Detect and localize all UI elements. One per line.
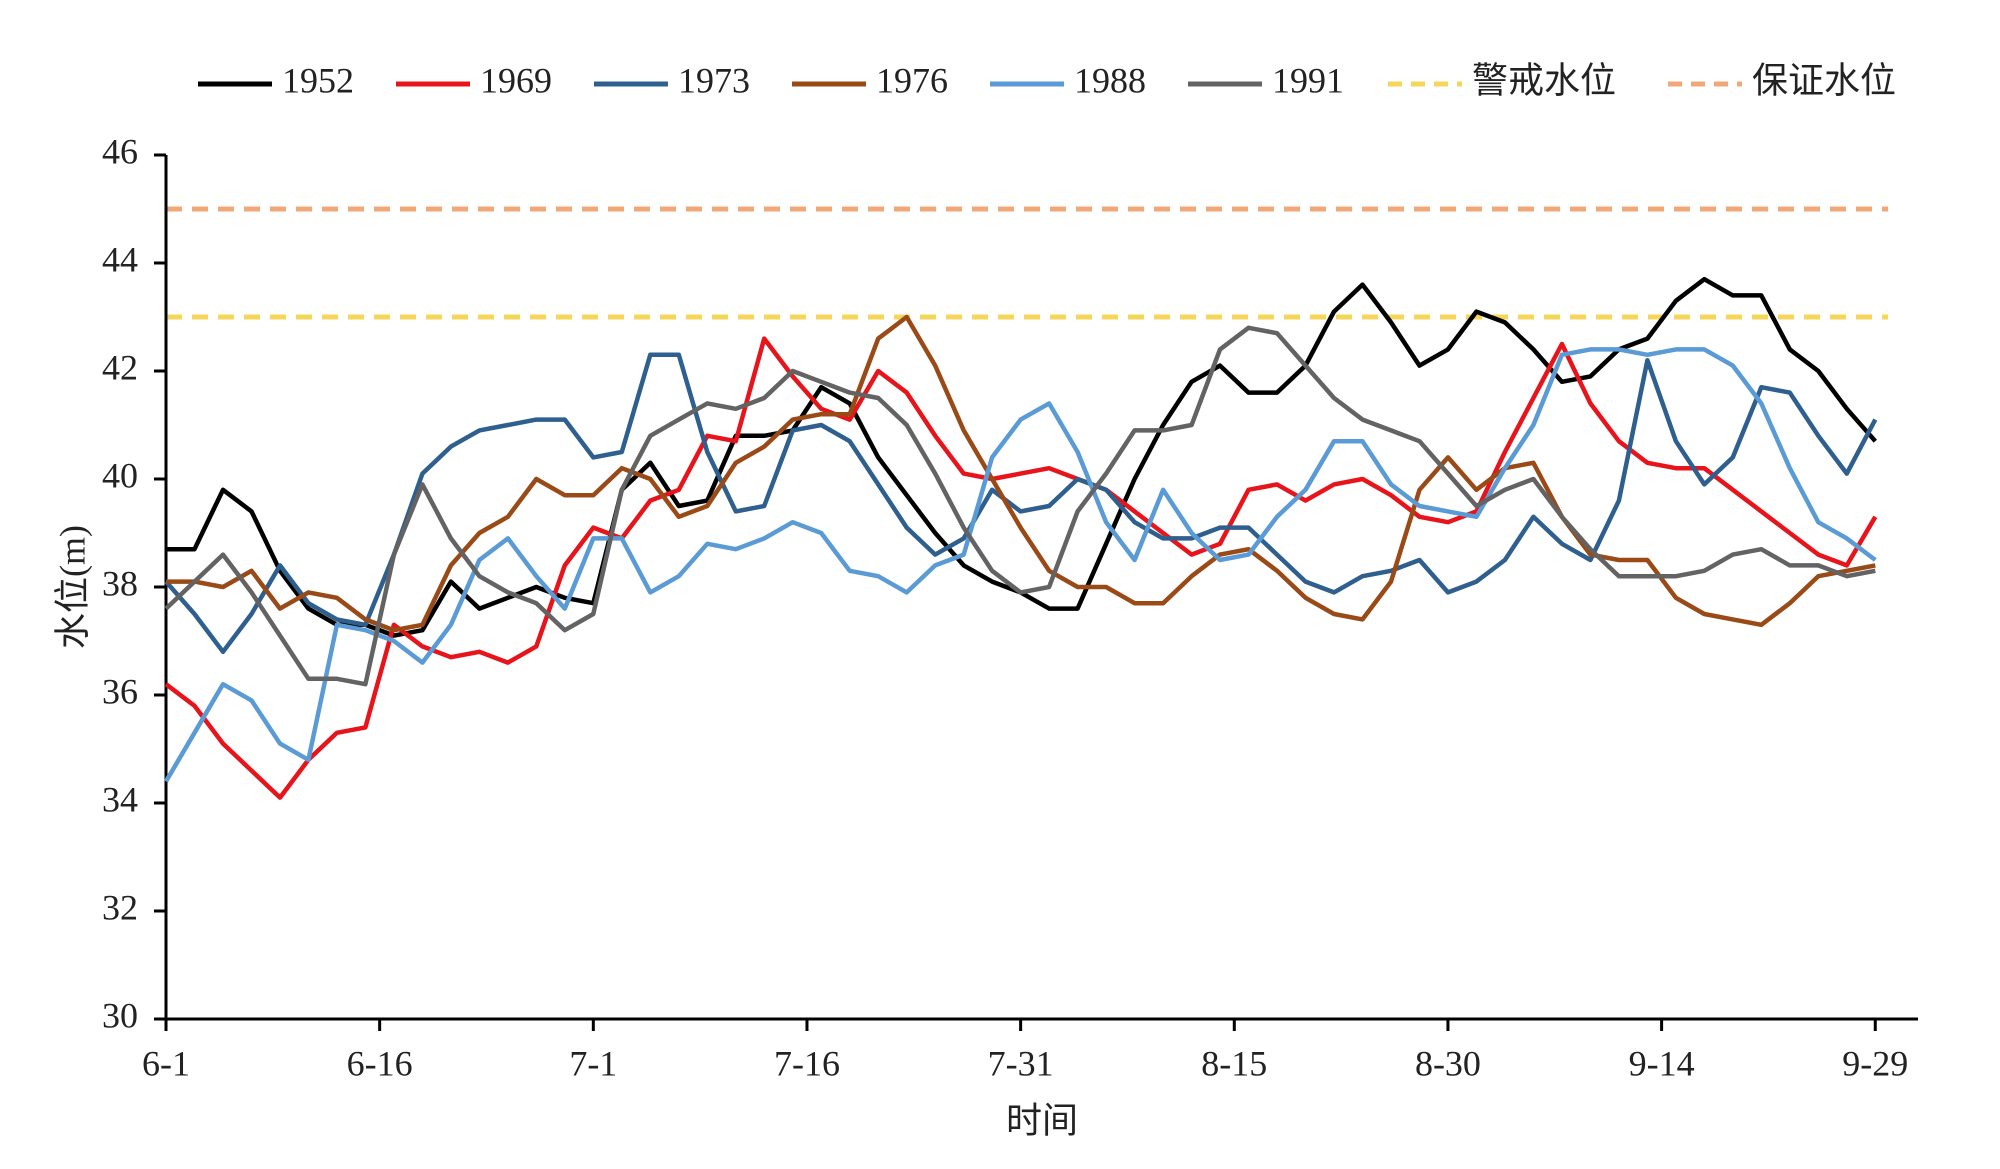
legend-label: 1952 bbox=[282, 60, 354, 100]
y-tick-label: 40 bbox=[102, 455, 138, 495]
y-tick-label: 44 bbox=[102, 239, 138, 279]
series-line bbox=[166, 276, 1877, 638]
x-tick-label: 7-1 bbox=[569, 1043, 617, 1083]
series-line bbox=[166, 314, 1876, 633]
series-line bbox=[164, 347, 1877, 783]
series-line bbox=[164, 352, 1878, 655]
legend-label: 警戒水位 bbox=[1472, 60, 1616, 100]
x-tick-label: 8-15 bbox=[1201, 1043, 1267, 1083]
legend-label: 1991 bbox=[1272, 60, 1344, 100]
x-tick-label: 9-29 bbox=[1842, 1043, 1908, 1083]
legend-label: 1976 bbox=[876, 60, 948, 100]
legend-label: 1969 bbox=[480, 60, 552, 100]
x-tick-label: 8-30 bbox=[1415, 1043, 1481, 1083]
y-tick-label: 36 bbox=[102, 671, 138, 711]
x-tick-label: 7-31 bbox=[988, 1043, 1054, 1083]
series-line bbox=[164, 325, 1876, 687]
legend-label: 1973 bbox=[678, 60, 750, 100]
x-tick-label: 6-1 bbox=[142, 1043, 190, 1083]
y-tick-label: 38 bbox=[102, 563, 138, 603]
y-axis-label: 水位(m) bbox=[52, 525, 92, 649]
y-tick-label: 34 bbox=[102, 779, 138, 819]
legend-label: 1988 bbox=[1074, 60, 1146, 100]
x-tick-label: 6-16 bbox=[347, 1043, 413, 1083]
x-axis-label: 时间 bbox=[1006, 1100, 1078, 1140]
y-tick-label: 32 bbox=[102, 887, 138, 927]
x-tick-label: 7-16 bbox=[774, 1043, 840, 1083]
y-tick-label: 46 bbox=[102, 131, 138, 171]
series-line bbox=[164, 336, 1878, 800]
x-tick-label: 9-14 bbox=[1629, 1043, 1695, 1083]
legend-label: 保证水位 bbox=[1752, 60, 1896, 100]
y-tick-label: 30 bbox=[102, 995, 138, 1035]
y-tick-label: 42 bbox=[102, 347, 138, 387]
